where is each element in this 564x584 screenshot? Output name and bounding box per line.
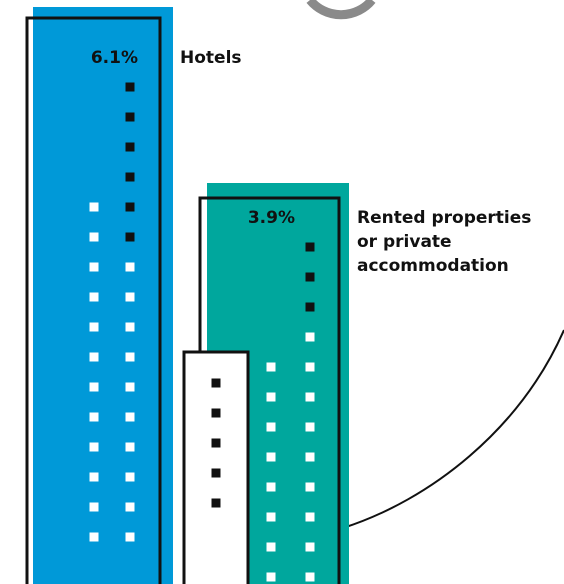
window xyxy=(211,408,221,418)
window xyxy=(305,572,315,582)
window xyxy=(89,322,99,332)
window xyxy=(89,532,99,542)
window xyxy=(305,512,315,522)
window xyxy=(211,438,221,448)
window xyxy=(89,232,99,242)
window xyxy=(305,422,315,432)
window xyxy=(125,532,135,542)
window xyxy=(125,262,135,272)
window xyxy=(125,502,135,512)
window xyxy=(211,378,221,388)
window xyxy=(89,442,99,452)
window xyxy=(266,542,276,552)
window xyxy=(125,442,135,452)
window xyxy=(266,572,276,582)
window xyxy=(211,468,221,478)
window xyxy=(305,482,315,492)
window xyxy=(305,332,315,342)
window xyxy=(266,362,276,372)
window xyxy=(125,172,135,182)
window xyxy=(125,472,135,482)
window xyxy=(125,112,135,122)
window xyxy=(266,452,276,462)
window xyxy=(266,422,276,432)
window xyxy=(305,542,315,552)
window xyxy=(125,382,135,392)
hotel-value: 6.1% xyxy=(90,48,138,68)
window xyxy=(125,142,135,152)
circle-fragment xyxy=(306,0,376,20)
window xyxy=(125,82,135,92)
hotel-label: Hotels xyxy=(180,48,242,68)
window xyxy=(305,392,315,402)
window xyxy=(89,502,99,512)
hotel-building xyxy=(33,7,173,584)
window xyxy=(125,232,135,242)
window xyxy=(305,362,315,372)
window xyxy=(305,302,315,312)
window xyxy=(89,382,99,392)
small-building xyxy=(182,350,250,584)
window xyxy=(89,352,99,362)
window xyxy=(125,412,135,422)
rented-label: Rented properties or private accommodati… xyxy=(357,208,532,276)
window xyxy=(89,202,99,212)
window xyxy=(211,498,221,508)
window xyxy=(266,512,276,522)
window xyxy=(125,292,135,302)
window xyxy=(125,352,135,362)
rented-value: 3.9% xyxy=(247,208,295,228)
hotel-outline xyxy=(25,16,162,584)
window xyxy=(89,292,99,302)
window xyxy=(266,482,276,492)
window xyxy=(266,392,276,402)
window xyxy=(89,412,99,422)
window xyxy=(89,262,99,272)
window xyxy=(125,322,135,332)
window xyxy=(305,272,315,282)
window xyxy=(125,202,135,212)
window xyxy=(305,242,315,252)
curve xyxy=(342,329,564,529)
window xyxy=(305,452,315,462)
window xyxy=(89,472,99,482)
